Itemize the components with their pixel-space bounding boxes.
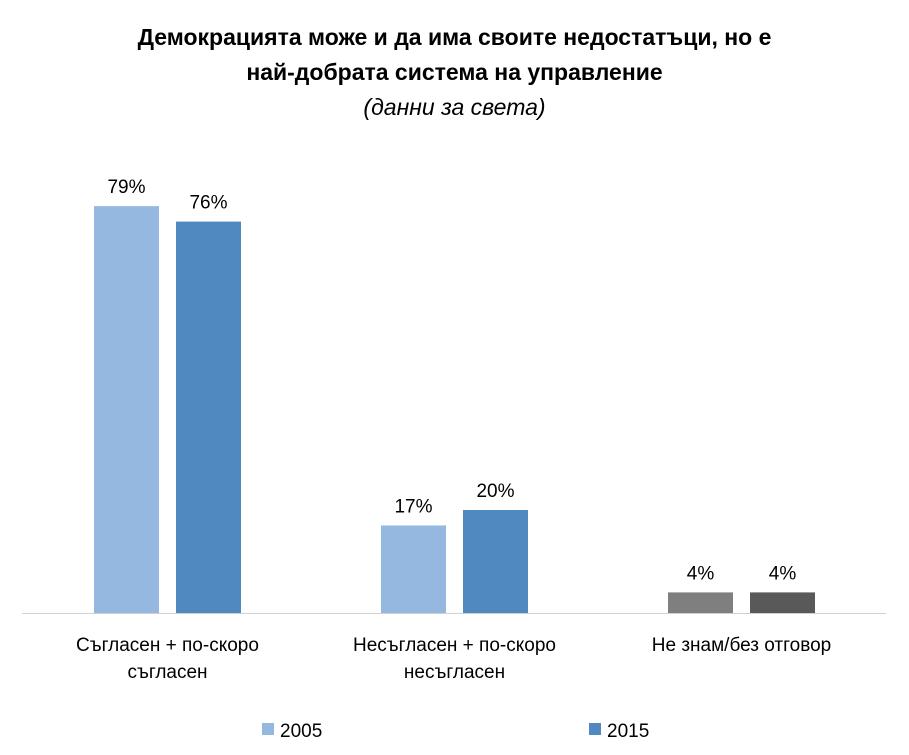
bar-2015-1: [176, 221, 241, 613]
data-label-2005-1: 79%: [107, 177, 145, 198]
x-tick-label-2: несъгласен: [404, 662, 505, 683]
bar-2015-2: [463, 510, 528, 613]
legend-label-2015: 2015: [607, 721, 649, 742]
bar-2015-3: [750, 592, 815, 613]
x-tick-label-1: съгласен: [127, 662, 207, 683]
bar-2005-1: [94, 206, 159, 613]
x-tick-label-1: Съгласен + по-скоро: [76, 635, 259, 656]
legend-label-2005: 2005: [280, 721, 322, 742]
x-tick-label-3: Не знам/без отговор: [652, 635, 831, 656]
chart-title-line2: най-добрата система на управление: [246, 59, 663, 85]
data-label-2015-1: 76%: [189, 193, 227, 214]
legend-swatch-2005: [262, 723, 274, 735]
data-label-2005-3: 4%: [687, 563, 715, 584]
bar-2005-3: [668, 592, 733, 613]
chart-subtitle: (данни за света): [363, 94, 546, 120]
data-label-2015-2: 20%: [476, 481, 514, 502]
bar-2005-2: [381, 525, 446, 613]
legend-swatch-2015: [589, 723, 601, 735]
data-label-2015-3: 4%: [769, 563, 797, 584]
chart-title-line1: Демокрацията може и да има своите недост…: [137, 24, 772, 50]
data-label-2005-2: 17%: [394, 496, 432, 517]
x-tick-label-2: Несъгласен + по-скоро: [353, 635, 556, 656]
